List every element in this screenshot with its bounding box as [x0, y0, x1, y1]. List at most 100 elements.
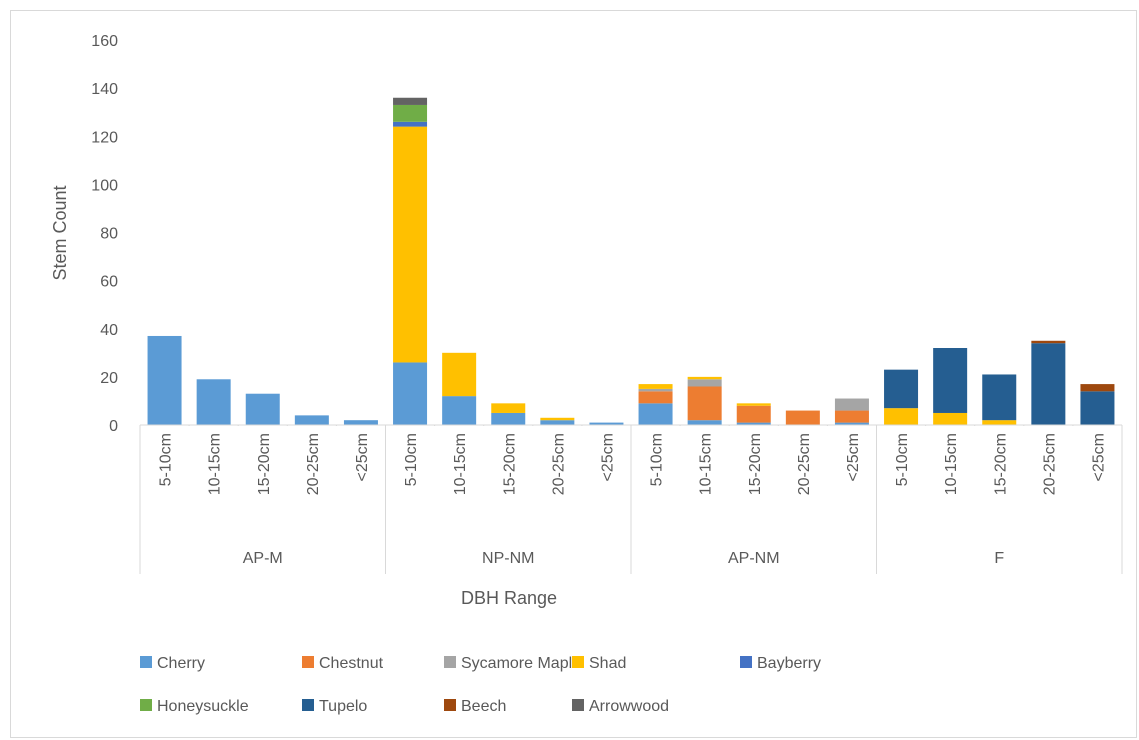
legend-swatch [444, 699, 456, 711]
x-tick-label: 5-10cm [649, 433, 666, 486]
x-tick-label: 20-25cm [1041, 433, 1058, 495]
x-tick-label: 15-20cm [256, 433, 273, 495]
y-axis-title: Stem Count [50, 185, 70, 280]
bar-segment [736, 405, 771, 423]
x-tick-label: <25cm [599, 433, 616, 481]
bar-segment [1031, 340, 1066, 344]
bar-segment [393, 97, 428, 105]
bar-segment [147, 335, 182, 425]
y-tick-label: 20 [100, 370, 118, 387]
bar-segment [1031, 343, 1066, 425]
x-tick-label: 20-25cm [550, 433, 567, 495]
legend-swatch [572, 656, 584, 668]
bar-segment [393, 126, 428, 363]
legend: Cherry Chestnut Sycamore Maple Shad Bayberry… [140, 655, 821, 715]
bar-segment [687, 379, 722, 387]
legend-label: Honeysuckle [157, 698, 249, 715]
legend-swatch [572, 699, 584, 711]
bar-segment [982, 420, 1017, 425]
bar-segment [393, 121, 428, 127]
legend-swatch [302, 699, 314, 711]
bar-segment [933, 348, 968, 413]
x-group-label: F [994, 550, 1004, 567]
bar-segment [343, 420, 378, 425]
x-tick-label: 15-20cm [501, 433, 518, 495]
legend-swatch [302, 656, 314, 668]
bar-segment [687, 420, 722, 425]
bar-segment [638, 391, 673, 404]
x-tick-label: 10-15cm [207, 433, 224, 495]
bar-segment [736, 403, 771, 406]
bar-segment [638, 384, 673, 389]
x-tick-label: <25cm [1090, 433, 1107, 481]
bar-segment [540, 420, 575, 425]
x-tick-label: 10-15cm [943, 433, 960, 495]
bar-segment [393, 362, 428, 425]
bar-segment [638, 403, 673, 425]
bar-segment [785, 410, 820, 425]
y-tick-label: 0 [109, 418, 118, 435]
x-tick-label: <25cm [354, 433, 371, 481]
legend-label: Tupelo [319, 698, 367, 715]
bar-segment [834, 422, 869, 425]
x-tick-label: 20-25cm [796, 433, 813, 495]
legend-label: Arrowwood [589, 698, 669, 715]
x-group-label: AP-NM [728, 550, 780, 567]
bar-segment [589, 422, 624, 425]
bar-segment [442, 352, 477, 397]
x-axis: 5-10cm 10-15cm 15-20cm 20-25cm <25cm AP-M 5-10… [139, 424, 1123, 574]
y-tick-label: 100 [91, 177, 118, 194]
y-axis-ticks: 0 20 40 60 80 100 120 140 160 [91, 33, 118, 435]
bar-segment [638, 388, 673, 392]
x-tick-label: 20-25cm [305, 433, 322, 495]
bar-segment [540, 417, 575, 421]
x-tick-label: 5-10cm [158, 433, 175, 486]
bar-segment [687, 386, 722, 421]
x-tick-label: 10-15cm [698, 433, 715, 495]
x-tick-label: 15-20cm [747, 433, 764, 495]
legend-label: Beech [461, 698, 506, 715]
legend-label: Shad [589, 655, 626, 672]
bar-segment [491, 403, 526, 413]
x-group-label: AP-M [243, 550, 283, 567]
legend-label: Sycamore Maple [461, 655, 581, 672]
legend-label: Bayberry [757, 655, 821, 672]
x-tick-label: 10-15cm [452, 433, 469, 495]
bar-segment [736, 422, 771, 425]
legend-swatch [140, 656, 152, 668]
bar-segment [393, 104, 428, 122]
bar-segment [982, 374, 1017, 421]
bar-segment [834, 398, 869, 411]
y-tick-label: 80 [100, 226, 118, 243]
legend-swatch [444, 656, 456, 668]
bar-segment [1080, 391, 1115, 425]
bar-segment [933, 412, 968, 425]
bar-segment [884, 408, 919, 425]
x-tick-label: 5-10cm [894, 433, 911, 486]
bar-segment [196, 379, 231, 425]
y-tick-label: 40 [100, 322, 118, 339]
x-group-label: NP-NM [482, 550, 534, 567]
legend-label: Chestnut [319, 655, 384, 672]
bar-segment [884, 369, 919, 409]
bar-segment [687, 376, 722, 380]
bar-segment [491, 412, 526, 425]
bar-segment [834, 410, 869, 423]
bar-area [147, 97, 1115, 425]
y-tick-label: 140 [91, 81, 118, 98]
x-tick-label: <25cm [845, 433, 862, 481]
x-axis-title: DBH Range [461, 588, 557, 608]
bar-segment [442, 396, 477, 425]
bar-segment [294, 415, 329, 425]
x-tick-label: 5-10cm [403, 433, 420, 486]
y-tick-label: 60 [100, 274, 118, 291]
legend-swatch [740, 656, 752, 668]
y-tick-label: 160 [91, 33, 118, 50]
bar-segment [1080, 384, 1115, 392]
legend-label: Cherry [157, 655, 205, 672]
y-tick-label: 120 [91, 129, 118, 146]
bar-segment [245, 393, 280, 425]
x-tick-label: 15-20cm [992, 433, 1009, 495]
legend-swatch [140, 699, 152, 711]
